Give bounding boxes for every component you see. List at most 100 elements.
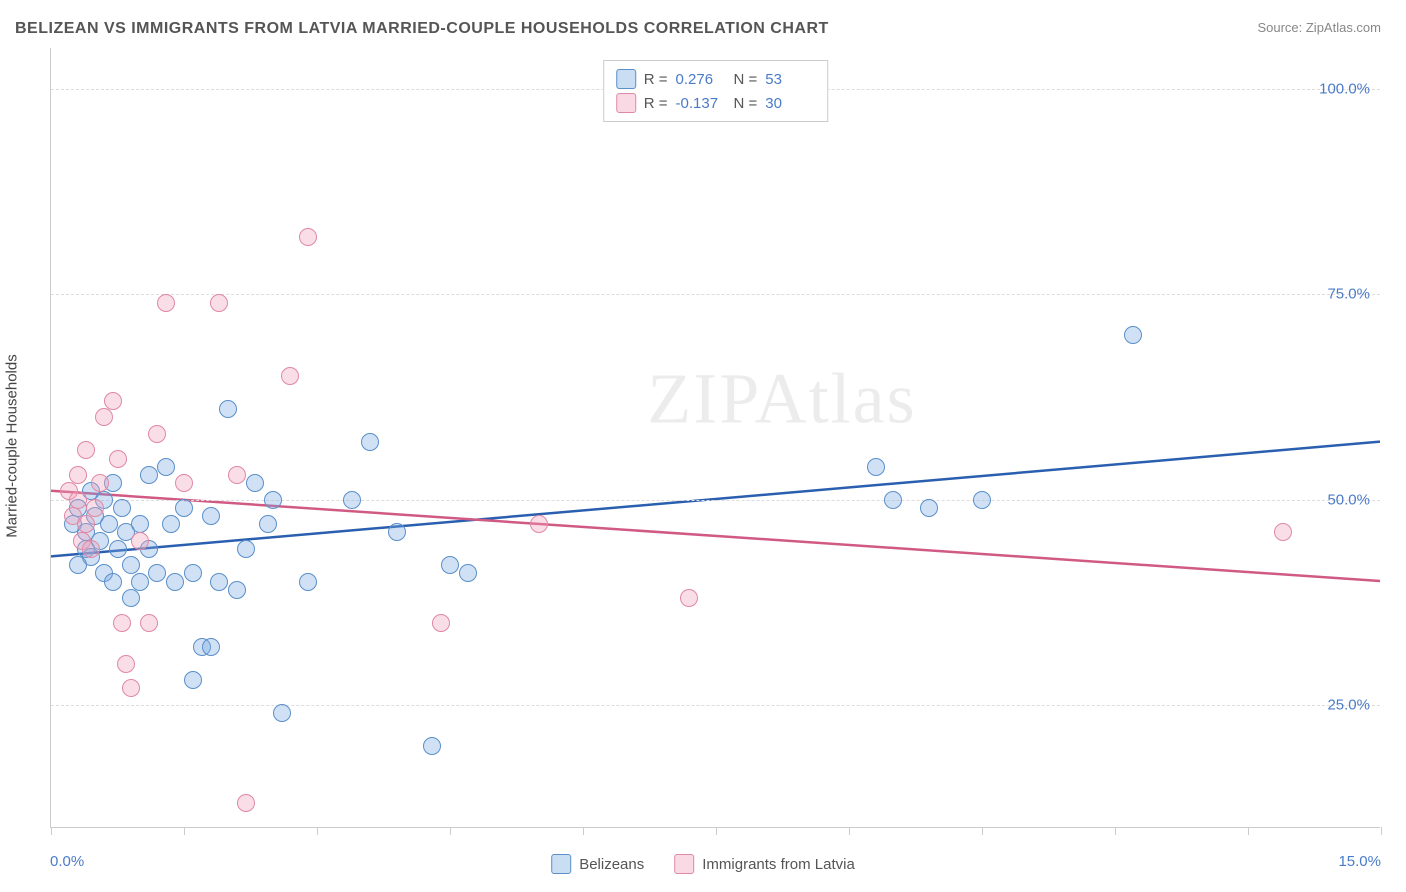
trend-line-pink <box>51 491 1380 581</box>
data-point <box>140 466 158 484</box>
source-attribution: Source: ZipAtlas.com <box>1257 20 1381 35</box>
data-point <box>166 573 184 591</box>
legend-row-pink: R = -0.137 N = 30 <box>616 91 816 115</box>
x-tick <box>450 827 451 835</box>
data-point <box>113 499 131 517</box>
data-point <box>140 614 158 632</box>
watermark: ZIPAtlas <box>647 357 916 440</box>
data-point <box>162 515 180 533</box>
data-point <box>77 441 95 459</box>
data-point <box>157 294 175 312</box>
data-point <box>122 589 140 607</box>
data-point <box>131 532 149 550</box>
data-point <box>1274 523 1292 541</box>
n-label: N = <box>734 95 758 112</box>
x-tick <box>849 827 850 835</box>
legend-label-pink: Immigrants from Latvia <box>702 856 855 873</box>
data-point <box>202 638 220 656</box>
y-tick-label: 50.0% <box>1327 491 1370 508</box>
data-point <box>210 294 228 312</box>
data-point <box>246 474 264 492</box>
swatch-pink-icon <box>674 854 694 874</box>
grid-line <box>51 500 1380 501</box>
y-tick-label: 100.0% <box>1319 81 1370 98</box>
swatch-blue-icon <box>616 69 636 89</box>
data-point <box>69 466 87 484</box>
data-point <box>680 589 698 607</box>
data-point <box>237 794 255 812</box>
data-point <box>281 367 299 385</box>
data-point <box>77 515 95 533</box>
data-point <box>91 474 109 492</box>
n-label: N = <box>734 71 758 88</box>
x-tick <box>1248 827 1249 835</box>
data-point <box>122 679 140 697</box>
plot-area: ZIPAtlas R = 0.276 N = 53 R = -0.137 N =… <box>50 48 1380 828</box>
grid-line <box>51 705 1380 706</box>
y-axis-label: Married-couple Households <box>4 354 21 537</box>
n-value-blue: 53 <box>765 71 815 88</box>
data-point <box>100 515 118 533</box>
r-value-pink: -0.137 <box>676 95 726 112</box>
data-point <box>299 228 317 246</box>
x-tick <box>1115 827 1116 835</box>
data-point <box>82 540 100 558</box>
legend-label-blue: Belizeans <box>579 856 644 873</box>
data-point <box>299 573 317 591</box>
trend-lines <box>51 48 1380 827</box>
x-tick-left: 0.0% <box>50 853 84 870</box>
source-name: ZipAtlas.com <box>1306 20 1381 35</box>
correlation-legend: R = 0.276 N = 53 R = -0.137 N = 30 <box>603 60 829 122</box>
x-tick <box>583 827 584 835</box>
r-label: R = <box>644 71 668 88</box>
data-point <box>973 491 991 509</box>
data-point <box>157 458 175 476</box>
x-tick <box>982 827 983 835</box>
x-tick <box>716 827 717 835</box>
data-point <box>175 499 193 517</box>
data-point <box>202 507 220 525</box>
data-point <box>109 450 127 468</box>
data-point <box>104 573 122 591</box>
y-tick-label: 75.0% <box>1327 286 1370 303</box>
x-tick-right: 15.0% <box>1338 853 1381 870</box>
r-value-blue: 0.276 <box>676 71 726 88</box>
data-point <box>210 573 228 591</box>
data-point <box>441 556 459 574</box>
legend-item-latvia: Immigrants from Latvia <box>674 854 855 874</box>
data-point <box>228 466 246 484</box>
grid-line <box>51 294 1380 295</box>
data-point <box>184 564 202 582</box>
x-tick <box>1381 827 1382 835</box>
series-legend: Belizeans Immigrants from Latvia <box>551 854 855 874</box>
chart-title: BELIZEAN VS IMMIGRANTS FROM LATVIA MARRI… <box>15 20 829 38</box>
data-point <box>867 458 885 476</box>
data-point <box>432 614 450 632</box>
data-point <box>122 556 140 574</box>
data-point <box>113 614 131 632</box>
data-point <box>69 491 87 509</box>
data-point <box>388 523 406 541</box>
data-point <box>259 515 277 533</box>
data-point <box>361 433 379 451</box>
data-point <box>884 491 902 509</box>
data-point <box>117 655 135 673</box>
data-point <box>459 564 477 582</box>
data-point <box>104 392 122 410</box>
legend-item-belizeans: Belizeans <box>551 854 644 874</box>
x-tick <box>51 827 52 835</box>
data-point <box>109 540 127 558</box>
data-point <box>148 425 166 443</box>
y-tick-label: 25.0% <box>1327 696 1370 713</box>
data-point <box>530 515 548 533</box>
data-point <box>131 573 149 591</box>
legend-row-blue: R = 0.276 N = 53 <box>616 67 816 91</box>
data-point <box>423 737 441 755</box>
data-point <box>69 556 87 574</box>
source-label: Source: <box>1257 20 1305 35</box>
data-point <box>1124 326 1142 344</box>
data-point <box>273 704 291 722</box>
r-label: R = <box>644 95 668 112</box>
swatch-pink-icon <box>616 93 636 113</box>
n-value-pink: 30 <box>765 95 815 112</box>
